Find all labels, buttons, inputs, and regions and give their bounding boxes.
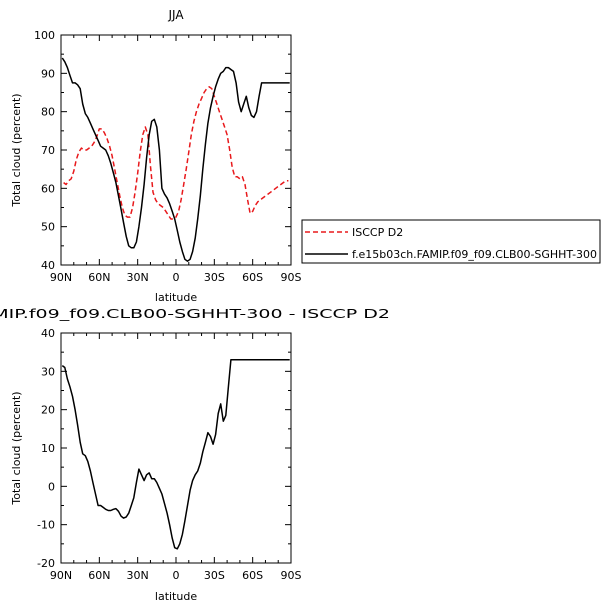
bottom-x-tick-label: 90S bbox=[281, 569, 302, 582]
bottom-series-lines bbox=[61, 359, 290, 550]
bottom-x-axis-title: latitude bbox=[155, 590, 197, 603]
top-y-tick-label: 40 bbox=[41, 259, 55, 272]
bottom-x-tick-label: 60N bbox=[88, 569, 110, 582]
top-chart-panel: JJA 90N 60N 30N 0 30S 60S 90S 40 50 60 70 80 90 100 l… bbox=[10, 8, 302, 304]
bottom-y-tick-label: 10 bbox=[41, 442, 55, 455]
top-axis-ticks: 90N 60N 30N 0 30S 60S 90S 40 50 60 70 80 90 100 bbox=[34, 29, 302, 284]
bottom-y-tick-label: -10 bbox=[37, 519, 55, 532]
top-x-tick-label: 90N bbox=[50, 271, 72, 284]
top-series-line-0 bbox=[63, 86, 289, 220]
top-y-tick-label: 60 bbox=[41, 182, 55, 195]
bottom-plot-frame bbox=[60, 332, 292, 564]
bottom-x-tick-label: 30S bbox=[204, 569, 225, 582]
top-y-tick-label: 70 bbox=[41, 144, 55, 157]
bottom-y-axis-title: Total cloud (percent) bbox=[10, 391, 23, 505]
bottom-x-tick-label: 0 bbox=[173, 569, 180, 582]
legend-box bbox=[301, 219, 601, 264]
legend: ISCCP D2 f.e15b03ch.FAMIP.f09_f09.CLB00-… bbox=[301, 219, 601, 264]
legend-isccp-label: ISCCP D2 bbox=[352, 226, 403, 239]
top-series-lines bbox=[61, 57, 290, 262]
bottom-y-tick-label: 20 bbox=[41, 404, 55, 417]
bottom-series-line-0 bbox=[61, 359, 290, 550]
top-x-axis-title: latitude bbox=[155, 291, 197, 304]
bottom-x-tick-label: 60S bbox=[242, 569, 263, 582]
top-plot-frame bbox=[60, 34, 292, 266]
top-x-tick-label: 30S bbox=[204, 271, 225, 284]
bottom-y-tick-label: -20 bbox=[37, 557, 55, 570]
bottom-chart-panel: f.e15b03ch.FAMIP.f09_f09.CLB00-SGHHT-300… bbox=[0, 307, 390, 603]
bottom-x-tick-label: 90N bbox=[50, 569, 72, 582]
legend-model-label: f.e15b03ch.FAMIP.f09_f09.CLB00-SGHHT-300 bbox=[352, 248, 597, 261]
bottom-y-tick-label: 40 bbox=[41, 327, 55, 340]
top-x-tick-label: 30N bbox=[127, 271, 149, 284]
bottom-y-tick-label: 0 bbox=[48, 480, 55, 493]
top-y-tick-label: 80 bbox=[41, 106, 55, 119]
top-y-tick-label: 100 bbox=[34, 29, 55, 42]
top-y-axis-title: Total cloud (percent) bbox=[10, 93, 23, 207]
top-x-tick-label: 0 bbox=[173, 271, 180, 284]
bottom-chart-title: f.e15b03ch.FAMIP.f09_f09.CLB00-SGHHT-300… bbox=[0, 307, 390, 321]
top-y-tick-label: 90 bbox=[41, 67, 55, 80]
top-chart-title: JJA bbox=[167, 8, 184, 22]
top-y-tick-label: 50 bbox=[41, 221, 55, 234]
top-x-tick-label: 90S bbox=[281, 271, 302, 284]
top-x-tick-label: 60N bbox=[88, 271, 110, 284]
top-x-tick-label: 60S bbox=[242, 271, 263, 284]
bottom-y-tick-label: 30 bbox=[41, 365, 55, 378]
top-series-line-1 bbox=[61, 57, 290, 262]
bottom-x-tick-label: 30N bbox=[127, 569, 149, 582]
bottom-axis-ticks: 90N 60N 30N 0 30S 60S 90S -20 -10 0 10 20 30 40 bbox=[37, 327, 301, 582]
